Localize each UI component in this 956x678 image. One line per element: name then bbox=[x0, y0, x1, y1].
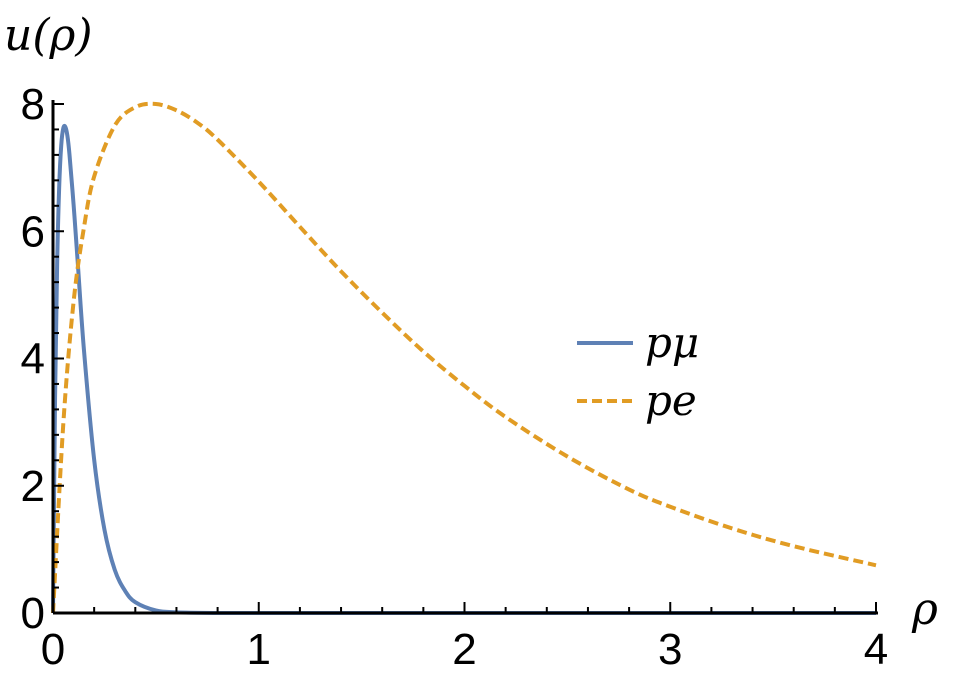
legend-label-pe: pe bbox=[645, 376, 697, 425]
legend-label-pmu: pμ bbox=[645, 318, 699, 367]
x-tick-label: 0 bbox=[41, 625, 65, 674]
y-tick-label: 0 bbox=[21, 589, 45, 638]
series-layer bbox=[51, 101, 877, 616]
x-tick-label: 4 bbox=[864, 625, 888, 674]
y-tick-label: 8 bbox=[21, 80, 45, 129]
x-tick-label: 1 bbox=[247, 625, 271, 674]
x-tick-label: 3 bbox=[658, 625, 682, 674]
y-tick-label: 4 bbox=[21, 335, 45, 384]
x-tick-label: 2 bbox=[452, 625, 476, 674]
series-line-pmu bbox=[51, 123, 876, 616]
legend: pμ pe bbox=[577, 318, 699, 425]
y-axis-label: u(ρ) bbox=[4, 10, 93, 61]
series-line-pe bbox=[51, 101, 877, 614]
y-tick-label: 6 bbox=[21, 207, 45, 256]
y-tick-label: 2 bbox=[21, 462, 45, 511]
x-axis-label: ρ bbox=[911, 584, 938, 635]
tick-labels: 0 1 2 3 4 0 2 4 6 8 bbox=[21, 80, 889, 674]
ticks bbox=[52, 103, 877, 614]
